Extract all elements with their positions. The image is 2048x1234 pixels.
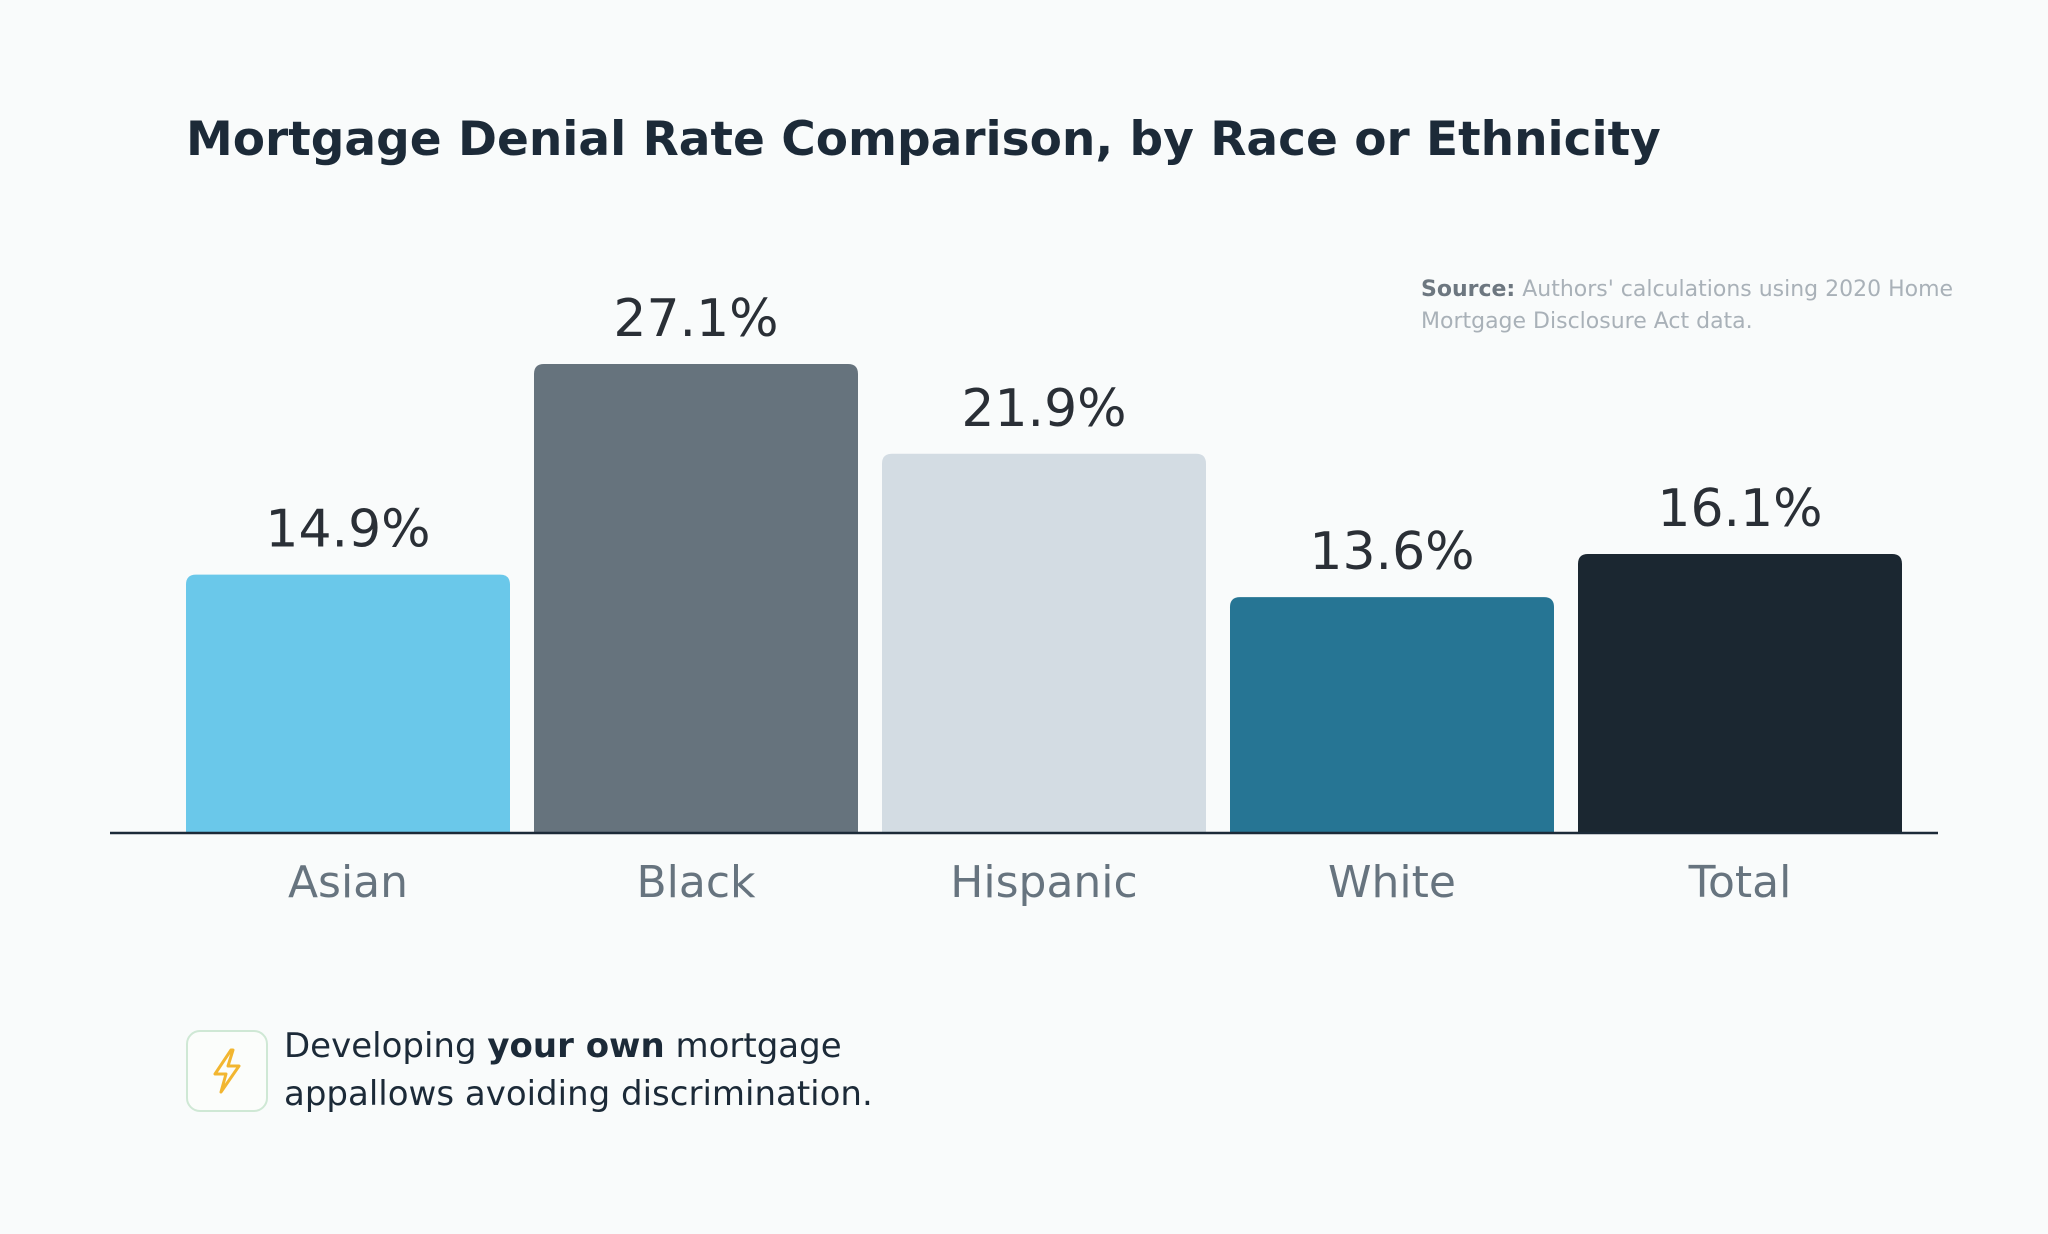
bar-white xyxy=(1230,597,1554,832)
value-label-white: 13.6% xyxy=(1309,522,1474,582)
value-label-asian: 14.9% xyxy=(265,500,430,560)
category-label-total: Total xyxy=(1688,857,1792,908)
category-label-black: Black xyxy=(636,857,756,908)
lightning-bolt-icon xyxy=(213,1048,241,1094)
footer-tagline: Developing your own mortgage appallows a… xyxy=(284,1022,1084,1118)
footer-text-before: Developing xyxy=(284,1026,488,1066)
value-label-black: 27.1% xyxy=(613,289,778,349)
bar-chart: 14.9% Asian 27.1% Black 21.9% Hispanic 13.6% Wh… xyxy=(110,289,1938,908)
bar-black xyxy=(534,364,858,832)
footer-text-after: mortgage xyxy=(664,1026,842,1066)
footer-icon-button[interactable] xyxy=(186,1030,268,1112)
category-label-asian: Asian xyxy=(288,857,408,908)
bar-hispanic xyxy=(882,453,1206,832)
bar-asian xyxy=(186,574,510,832)
source-note: Source: Authors' calculations using 2020… xyxy=(1421,274,2001,338)
source-text: Authors' calculations using 2020 Home Mo… xyxy=(1421,277,1954,334)
bar-total xyxy=(1578,553,1902,832)
value-label-total: 16.1% xyxy=(1657,479,1822,539)
footer-text-bold: your own xyxy=(487,1026,665,1066)
chart-title: Mortgage Denial Rate Comparison, by Race… xyxy=(186,112,1661,167)
category-label-white: White xyxy=(1328,857,1456,908)
source-label: Source: xyxy=(1421,277,1516,302)
category-label-hispanic: Hispanic xyxy=(950,857,1137,908)
value-label-hispanic: 21.9% xyxy=(961,379,1126,439)
footer-text-line2: appallows avoiding discrimination. xyxy=(284,1074,873,1114)
